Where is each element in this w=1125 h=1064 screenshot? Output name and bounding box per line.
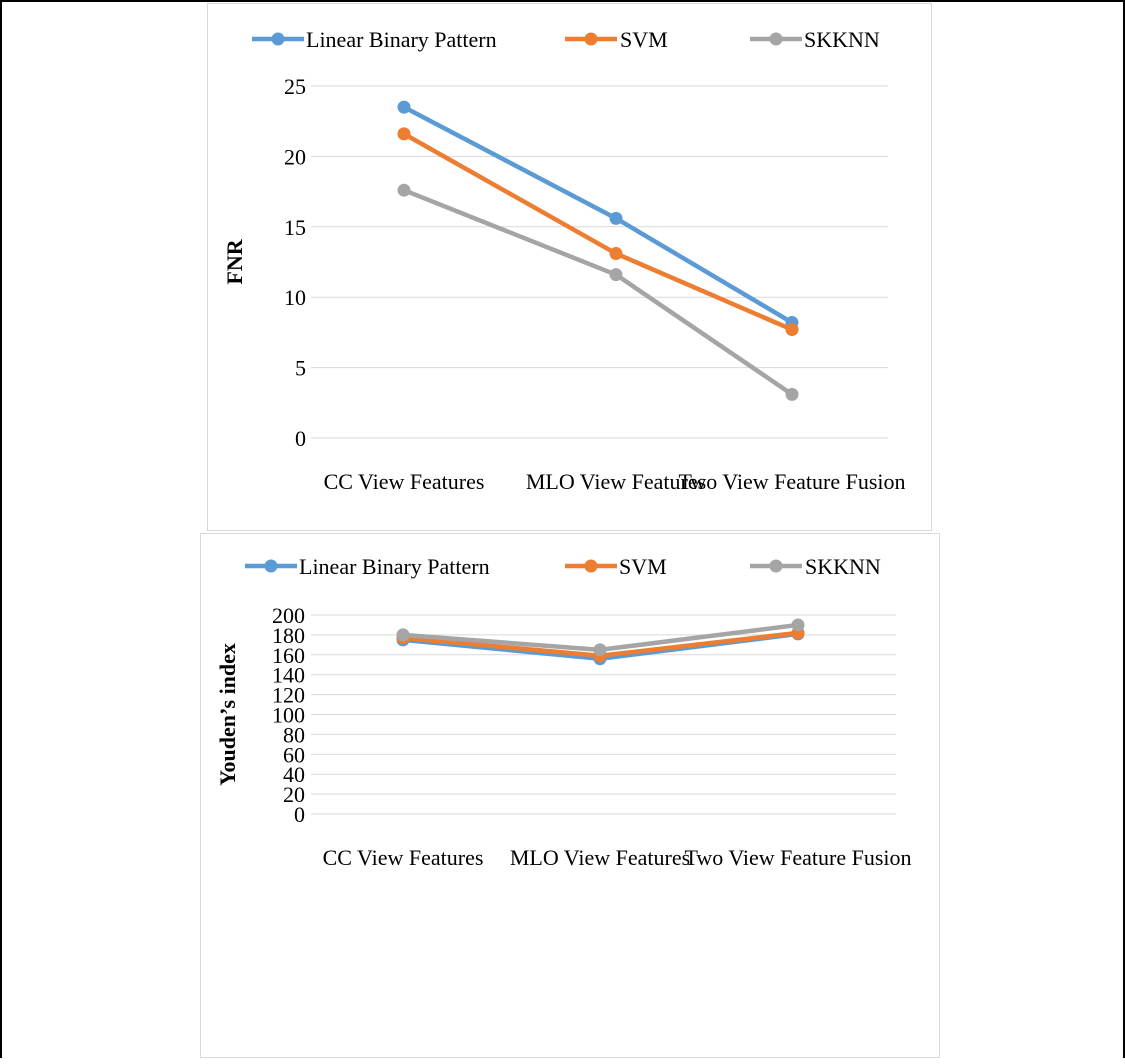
fnr-y-tick-label: 5 bbox=[295, 356, 306, 381]
fnr-y-tick-label: 25 bbox=[284, 74, 306, 99]
youden-y-tick-label: 0 bbox=[294, 802, 305, 827]
youden-legend-label-svm: SVM bbox=[619, 554, 667, 579]
frame-right-line bbox=[1123, 0, 1125, 1058]
youden-legend-label-linear-binary-pattern: Linear Binary Pattern bbox=[299, 554, 490, 579]
fnr-legend-marker-svm bbox=[584, 32, 598, 46]
fnr-x-tick-label: CC View Features bbox=[324, 469, 485, 494]
youden-x-tick-label: Two View Feature Fusion bbox=[684, 845, 911, 870]
youden-y-tick-label: 120 bbox=[272, 683, 305, 708]
youden-chart-area: 0 20 40 60 80 100 120 140 160 180 200 CC View Featu… bbox=[200, 533, 940, 1058]
youden-data-point-skknn bbox=[593, 643, 607, 657]
fnr-data-point-linear-binary-pattern bbox=[609, 211, 623, 225]
youden-data-point-skknn bbox=[396, 628, 410, 642]
fnr-y-tick-label: 20 bbox=[284, 144, 306, 169]
fnr-data-point-svm bbox=[785, 323, 799, 337]
fnr-y-axis-title: FNR bbox=[222, 238, 247, 284]
youden-legend-marker-svm bbox=[584, 559, 598, 573]
fnr-y-tick-label: 0 bbox=[295, 426, 306, 451]
youden-y-tick-label: 200 bbox=[272, 603, 305, 628]
youden-y-tick-label: 180 bbox=[272, 623, 305, 648]
fnr-series-line-svm bbox=[401, 131, 795, 332]
youden-legend-label-skknn: SKKNN bbox=[805, 554, 881, 579]
youden-data-point-skknn bbox=[791, 618, 805, 632]
fnr-chart-area: 0 5 10 15 20 25 CC View Features MLO View Featu… bbox=[207, 3, 932, 531]
fnr-x-tick-label: MLO View Features bbox=[526, 469, 706, 494]
youden-y-tick-label: 160 bbox=[272, 643, 305, 668]
fnr-data-point-svm bbox=[609, 247, 623, 261]
fnr-series-line-skknn bbox=[401, 187, 795, 397]
fnr-data-point-svm bbox=[397, 127, 411, 141]
youden-legend-marker-linear-binary-pattern bbox=[264, 559, 278, 573]
frame-left-line bbox=[0, 0, 2, 1058]
fnr-legend-label-linear-binary-pattern: Linear Binary Pattern bbox=[306, 27, 497, 52]
fnr-legend-marker-linear-binary-pattern bbox=[271, 32, 285, 46]
fnr-data-point-skknn bbox=[785, 387, 799, 401]
fnr-y-tick-label: 10 bbox=[284, 285, 306, 310]
youden-y-tick-label: 60 bbox=[283, 742, 305, 767]
fnr-y-tick-label: 15 bbox=[284, 215, 306, 240]
youden-legend-marker-skknn bbox=[769, 559, 783, 573]
fnr-x-tick-label: Two View Feature Fusion bbox=[678, 469, 905, 494]
fnr-chart: 0 5 10 15 20 25 CC View Features MLO View Featu… bbox=[222, 27, 906, 494]
fnr-legend-label-svm: SVM bbox=[620, 27, 668, 52]
youden-y-tick-label: 80 bbox=[283, 722, 305, 747]
fnr-data-point-linear-binary-pattern bbox=[397, 100, 411, 114]
fnr-legend-marker-skknn bbox=[769, 32, 783, 46]
youden-x-tick-label: MLO View Features bbox=[510, 845, 690, 870]
fnr-data-point-skknn bbox=[609, 268, 623, 282]
youden-y-tick-label: 100 bbox=[272, 703, 305, 728]
frame-top-line bbox=[0, 0, 1125, 2]
youden-y-tick-label: 40 bbox=[283, 762, 305, 787]
youden-x-tick-label: CC View Features bbox=[323, 845, 484, 870]
youden-y-tick-label: 140 bbox=[272, 663, 305, 688]
fnr-data-point-skknn bbox=[397, 183, 411, 197]
youden-y-tick-label: 20 bbox=[283, 782, 305, 807]
youden-y-axis-title: Youden’s index bbox=[215, 643, 240, 786]
fnr-legend-label-skknn: SKKNN bbox=[804, 27, 880, 52]
